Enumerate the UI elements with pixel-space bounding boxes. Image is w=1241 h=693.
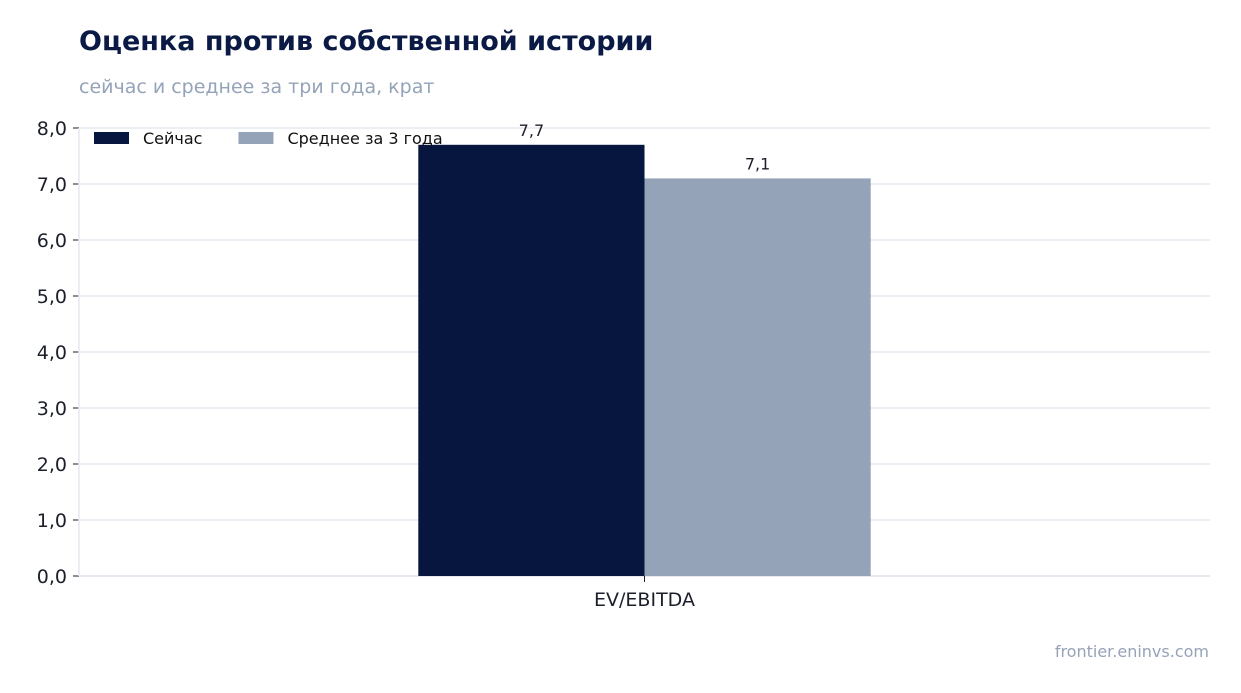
source-credit: frontier.eninvs.com — [1054, 642, 1209, 661]
y-tick-label: 1,0 — [37, 510, 67, 532]
data-label: 7,7 — [519, 121, 544, 140]
y-tick-label: 8,0 — [37, 118, 67, 140]
y-tick-label: 2,0 — [37, 454, 67, 476]
bars — [418, 144, 871, 577]
legend-label: Сейчас — [143, 129, 202, 148]
y-tick-label: 7,0 — [37, 174, 67, 196]
legend: Сейчас Среднее за 3 года — [94, 129, 443, 148]
y-tick-label: 4,0 — [37, 342, 67, 364]
y-tick-label: 5,0 — [37, 286, 67, 308]
data-label: 7,1 — [745, 154, 770, 173]
y-tick-label: 0,0 — [37, 566, 67, 588]
data-labels: 7,7 7,1 — [519, 121, 771, 174]
y-tick-label: 6,0 — [37, 230, 67, 252]
chart-title: Оценка против собственной истории — [79, 26, 654, 57]
legend-swatch — [238, 132, 274, 144]
bar-average — [644, 178, 871, 576]
axes: 0,0 1,0 2,0 3,0 4,0 5,0 6,0 7,0 8,0 EV/EBITDA — [37, 118, 695, 611]
bar-current — [418, 144, 645, 577]
y-tick-label: 3,0 — [37, 398, 67, 420]
legend-swatch — [94, 132, 129, 144]
chart-subtitle: сейчас и среднее за три года, крат — [79, 76, 435, 98]
x-tick-label: EV/EBITDA — [594, 589, 695, 611]
legend-label: Среднее за 3 года — [287, 129, 442, 148]
